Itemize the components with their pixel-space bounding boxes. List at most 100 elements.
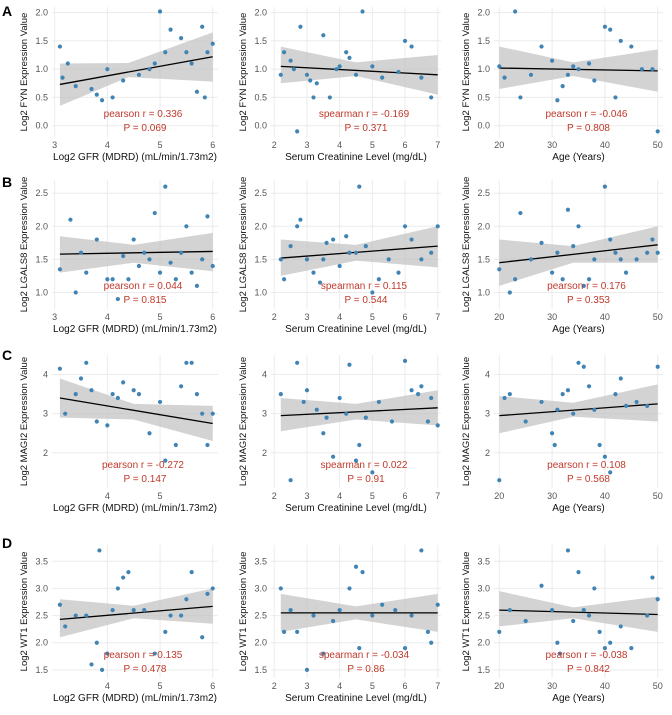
x-tick-label: 4 xyxy=(337,491,342,501)
data-point xyxy=(337,64,342,69)
x-axis-title: Age (Years) xyxy=(552,693,604,704)
data-point xyxy=(121,253,126,259)
svg-text:C: C xyxy=(2,347,12,363)
y-tick-label: 2.0 xyxy=(35,221,48,231)
y-tick-label: 1.5 xyxy=(477,254,490,264)
y-tick-label: 2.0 xyxy=(35,638,48,648)
data-point xyxy=(295,129,300,134)
data-point xyxy=(539,583,544,588)
y-tick-label: 2.0 xyxy=(254,8,267,18)
row-label-a: A xyxy=(2,3,12,19)
data-point xyxy=(429,640,434,645)
data-point xyxy=(147,431,152,436)
confidence-band xyxy=(59,32,213,106)
data-point xyxy=(555,98,560,103)
data-point xyxy=(324,415,329,420)
scatter-panel: 1.5 2.0 2.5 3.0 3.5 4 5 6 Log2 GFR (MDRD) (mL/mi… xyxy=(19,545,218,704)
regression-line xyxy=(280,407,438,417)
data-point xyxy=(402,224,408,229)
data-point xyxy=(105,277,110,282)
data-point xyxy=(78,376,84,381)
data-point xyxy=(89,86,94,92)
data-point xyxy=(565,207,571,212)
y-tick-label: 3.0 xyxy=(477,583,490,593)
data-point xyxy=(363,244,368,249)
data-point xyxy=(110,608,115,613)
data-point xyxy=(602,24,608,29)
data-point xyxy=(629,44,634,49)
data-point xyxy=(200,411,205,416)
correlation-coefficient: pearson r = 0.176 xyxy=(547,281,626,292)
y-tick-label: 0.0 xyxy=(35,121,48,131)
data-point xyxy=(360,570,365,575)
x-tick-label: 2 xyxy=(272,491,277,501)
data-point xyxy=(539,240,544,245)
data-point xyxy=(205,214,210,219)
row-label-b: B xyxy=(2,174,12,190)
data-point xyxy=(353,458,359,463)
x-tick-label: 3 xyxy=(304,140,309,150)
data-point xyxy=(189,61,194,66)
data-point xyxy=(99,667,105,672)
y-tick-label: 0.5 xyxy=(477,92,490,102)
data-point xyxy=(210,263,215,269)
x-axis-title: Log2 GFR (MDRD) (mL/min/1.73m2) xyxy=(53,324,217,335)
data-point xyxy=(331,237,336,242)
data-point xyxy=(592,407,597,412)
data-point xyxy=(380,75,385,80)
correlation-coefficient: spearman r = -0.034 xyxy=(319,650,410,661)
x-tick-label: 7 xyxy=(435,491,440,501)
data-point xyxy=(613,392,618,397)
data-point xyxy=(298,24,303,29)
data-point xyxy=(73,613,78,618)
scatter-panel: 0.0 0.5 1.0 1.5 2.0 3 4 5 6 Log2 GFR (MDRD) (mL/m… xyxy=(19,7,218,163)
x-tick-label: 20 xyxy=(494,681,504,691)
data-point xyxy=(194,283,200,288)
x-tick-label: 6 xyxy=(210,312,215,322)
data-point xyxy=(586,277,592,282)
y-axis-title: Log2 WT1 Expression Value xyxy=(461,552,472,672)
data-point xyxy=(592,257,597,262)
data-point xyxy=(650,237,655,242)
data-point xyxy=(393,608,398,613)
data-point xyxy=(57,602,63,607)
data-point xyxy=(402,38,408,44)
data-point xyxy=(321,651,326,656)
data-point xyxy=(389,419,395,424)
data-point xyxy=(147,257,152,262)
y-axis-title: Log2 MAGI2 Expression Value xyxy=(238,357,249,486)
data-point xyxy=(581,608,586,613)
data-point xyxy=(376,277,381,282)
x-tick-label: 40 xyxy=(600,681,610,691)
scatter-panel: 1.0 1.5 2.0 2.5 20 30 40 50 Age (Years) Log2 LGAL… xyxy=(461,177,663,335)
data-point xyxy=(278,392,283,397)
x-tick-label: 2 xyxy=(272,140,277,150)
x-tick-label: 2 xyxy=(272,681,277,691)
data-point xyxy=(200,635,205,640)
data-point xyxy=(507,392,512,397)
data-point xyxy=(409,388,414,393)
data-point xyxy=(618,624,623,629)
data-point xyxy=(555,640,560,645)
x-tick-label: 3 xyxy=(304,491,309,501)
data-point xyxy=(655,250,660,255)
data-point xyxy=(73,290,78,295)
data-point xyxy=(334,67,339,72)
correlation-coefficient: pearson r = -0.038 xyxy=(546,650,628,661)
data-point xyxy=(189,270,194,275)
data-point xyxy=(645,403,650,408)
data-point xyxy=(576,67,581,72)
data-point xyxy=(105,651,110,656)
x-tick-label: 3 xyxy=(52,140,57,150)
data-point xyxy=(357,184,362,189)
p-value: P = 0.353 xyxy=(567,295,610,306)
p-value: P = 0.815 xyxy=(124,295,167,306)
data-point xyxy=(549,608,555,613)
data-point xyxy=(278,257,283,262)
y-axis-title: Log2 FYN Expression Value xyxy=(238,13,249,132)
data-point xyxy=(497,478,502,483)
y-axis-title: Log2 WT1 Expression Value xyxy=(238,552,249,672)
y-tick-label: 1.0 xyxy=(35,287,48,297)
data-point xyxy=(84,270,89,275)
